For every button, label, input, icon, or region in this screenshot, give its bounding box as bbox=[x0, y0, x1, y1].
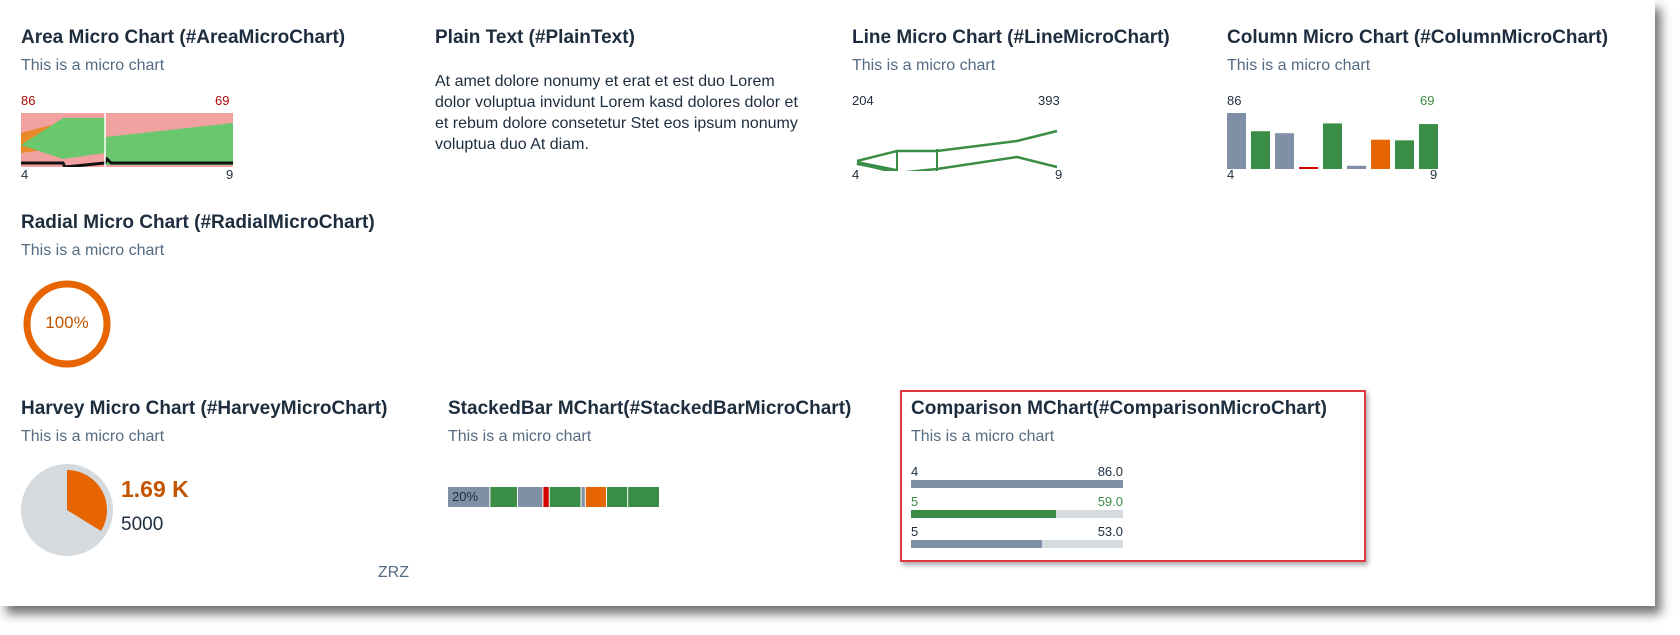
harvey-value-slice bbox=[67, 470, 107, 532]
comparison-row-track bbox=[911, 480, 1123, 488]
plain-text-card: Plain Text (#PlainText) At amet dolore n… bbox=[435, 27, 815, 155]
stacked-bar-segment[interactable] bbox=[549, 487, 581, 507]
line-bottom-right-label: 9 bbox=[1055, 167, 1063, 182]
column-bar[interactable] bbox=[1419, 124, 1438, 169]
comparison-chart-subtitle: This is a micro chart bbox=[911, 428, 1055, 445]
stacked-bar-segment[interactable] bbox=[448, 487, 490, 507]
column-bar[interactable] bbox=[1371, 139, 1390, 169]
stacked-bar-micro-chart-card: StackedBar MChart(#StackedBarMicroChart)… bbox=[448, 398, 888, 538]
harvey-footer-label: ZRZ bbox=[377, 564, 409, 581]
column-top-left-label: 86 bbox=[1227, 93, 1242, 108]
harvey-value-label: 1.69 K bbox=[121, 476, 189, 502]
comparison-micro-chart-card: Comparison MChart(#ComparisonMicroChart)… bbox=[911, 398, 1351, 548]
comparison-row[interactable]: 4 86.0 bbox=[911, 464, 1123, 494]
stacked-bar-chart-subtitle: This is a micro chart bbox=[448, 428, 592, 445]
page-frame bbox=[0, 0, 1655, 606]
plain-text-title: Plain Text (#PlainText) bbox=[435, 27, 635, 48]
radial-micro-chart[interactable] bbox=[21, 278, 113, 370]
line-chart-title: Line Micro Chart (#LineMicroChart) bbox=[852, 27, 1170, 48]
column-bottom-right-label: 9 bbox=[1430, 167, 1438, 182]
line-chart-subtitle: This is a micro chart bbox=[852, 57, 996, 74]
column-top-right-label: 69 bbox=[1420, 93, 1435, 108]
comparison-row-value: 53.0 bbox=[1097, 524, 1123, 539]
stacked-first-label: 20% bbox=[452, 489, 479, 504]
radial-value-label: 100% bbox=[45, 313, 89, 332]
column-micro-chart-card: Column Micro Chart (#ColumnMicroChart) T… bbox=[1227, 27, 1647, 187]
comparison-row-title: 5 bbox=[911, 524, 919, 539]
area-good-band bbox=[21, 118, 233, 165]
radial-chart-subtitle: This is a micro chart bbox=[21, 242, 165, 259]
plain-text-body: At amet dolore nonumy et erat et est duo… bbox=[435, 73, 798, 153]
area-bottom-right-label: 9 bbox=[226, 167, 234, 182]
stacked-bar-chart-title: StackedBar MChart(#StackedBarMicroChart) bbox=[448, 398, 852, 419]
column-bar[interactable] bbox=[1299, 167, 1318, 169]
comparison-highlight-frame bbox=[900, 390, 1366, 562]
stacked-bar-segment[interactable] bbox=[581, 487, 585, 507]
radial-micro-chart-card: Radial Micro Chart (#RadialMicroChart) T… bbox=[21, 212, 421, 372]
column-chart-title: Column Micro Chart (#ColumnMicroChart) bbox=[1227, 27, 1609, 48]
column-bar[interactable] bbox=[1227, 113, 1246, 169]
stacked-bar-segment[interactable] bbox=[490, 487, 517, 507]
harvey-chart-subtitle: This is a micro chart bbox=[21, 428, 165, 445]
line-top-right-label: 393 bbox=[1038, 93, 1060, 108]
radial-chart-title: Radial Micro Chart (#RadialMicroChart) bbox=[21, 212, 375, 233]
comparison-row-value: 86.0 bbox=[1097, 464, 1123, 479]
stacked-bar-segment[interactable] bbox=[517, 487, 543, 507]
area-bottom-left-label: 4 bbox=[21, 167, 29, 182]
comparison-row[interactable]: 5 59.0 bbox=[911, 494, 1123, 524]
comparison-micro-chart[interactable]: 4 86.0 5 59.0 5 53.0 bbox=[911, 464, 1123, 554]
area-micro-chart[interactable] bbox=[21, 113, 233, 167]
column-micro-chart[interactable] bbox=[1227, 111, 1439, 171]
area-top-left-label: 86 bbox=[21, 93, 36, 108]
comparison-row[interactable]: 5 53.0 bbox=[911, 524, 1123, 554]
radial-ring bbox=[23, 280, 111, 368]
comparison-row-track bbox=[911, 540, 1123, 548]
stacked-bar-segment[interactable] bbox=[585, 487, 606, 507]
comparison-row-bar bbox=[911, 510, 1057, 518]
area-top-right-label: 69 bbox=[215, 93, 230, 108]
column-bar[interactable] bbox=[1251, 131, 1270, 169]
area-chart-title: Area Micro Chart (#AreaMicroChart) bbox=[21, 27, 346, 48]
comparison-chart-title: Comparison MChart(#ComparisonMicroChart) bbox=[911, 398, 1327, 419]
comparison-row-title: 5 bbox=[911, 494, 919, 509]
harvey-chart-title: Harvey Micro Chart (#HarveyMicroChart) bbox=[21, 398, 388, 419]
column-bar[interactable] bbox=[1347, 165, 1366, 169]
column-chart-subtitle: This is a micro chart bbox=[1227, 57, 1371, 74]
area-chart-subtitle: This is a micro chart bbox=[21, 57, 165, 74]
line-micro-chart[interactable] bbox=[852, 111, 1064, 171]
harvey-micro-chart-card: Harvey Micro Chart (#HarveyMicroChart) T… bbox=[21, 398, 421, 588]
column-bar[interactable] bbox=[1275, 133, 1294, 169]
column-bar[interactable] bbox=[1395, 140, 1414, 169]
harvey-total-label: 5000 bbox=[121, 514, 164, 535]
stacked-bar-segment[interactable] bbox=[607, 487, 628, 507]
comparison-row-title: 4 bbox=[911, 464, 919, 479]
stacked-bar-micro-chart[interactable] bbox=[448, 487, 660, 507]
column-bar[interactable] bbox=[1323, 123, 1342, 169]
comparison-row-value: 59.0 bbox=[1097, 494, 1123, 509]
comparison-row-bar bbox=[911, 540, 1042, 548]
line-bottom-left-label: 4 bbox=[852, 167, 860, 182]
column-bottom-left-label: 4 bbox=[1227, 167, 1235, 182]
harvey-micro-chart[interactable] bbox=[21, 464, 113, 556]
comparison-row-bar bbox=[911, 480, 1123, 488]
stacked-bar-segment[interactable] bbox=[543, 487, 549, 507]
stacked-bar-segment[interactable] bbox=[628, 487, 659, 507]
comparison-row-track bbox=[911, 510, 1123, 518]
area-micro-chart-card: Area Micro Chart (#AreaMicroChart) This … bbox=[21, 27, 401, 187]
line-top-left-label: 204 bbox=[852, 93, 874, 108]
line-series-1 bbox=[856, 129, 1058, 163]
line-micro-chart-card: Line Micro Chart (#LineMicroChart) This … bbox=[852, 27, 1212, 187]
line-critical-segment bbox=[856, 161, 898, 171]
